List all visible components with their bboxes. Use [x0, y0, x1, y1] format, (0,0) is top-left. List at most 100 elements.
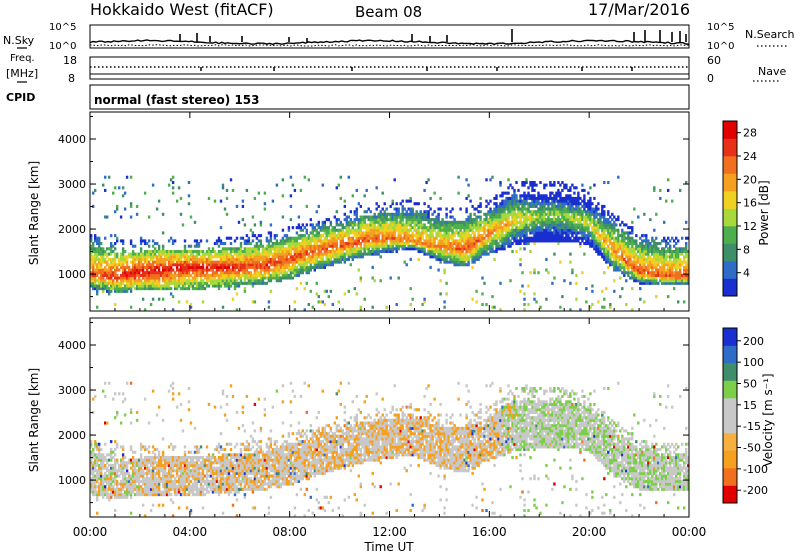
- power-cell: [657, 252, 660, 256]
- power-cell: [167, 260, 171, 264]
- power-cell: [445, 260, 448, 264]
- power-cell: [457, 226, 460, 230]
- power-cell: [465, 218, 468, 222]
- power-cell: [665, 199, 668, 203]
- power-cell: [533, 223, 536, 227]
- power-cell: [96, 271, 99, 275]
- power-cell: [163, 268, 167, 272]
- power-cell: [511, 231, 514, 235]
- power-cell: [495, 212, 498, 216]
- power-cell: [561, 236, 564, 240]
- power-cell: [425, 228, 428, 232]
- power-cell: [467, 194, 470, 198]
- power-cell: [601, 228, 604, 232]
- power-cell: [621, 239, 624, 243]
- power-cell: [625, 236, 628, 240]
- power-cell: [413, 223, 416, 227]
- power-cell: [197, 273, 201, 277]
- power-cell: [633, 265, 636, 269]
- power-cell: [365, 223, 368, 227]
- power-cell: [229, 284, 233, 288]
- power-cell: [171, 181, 175, 185]
- power-cell: [451, 215, 454, 219]
- power-cell: [611, 260, 614, 264]
- power-cell: [519, 257, 522, 261]
- power-cell: [535, 215, 538, 219]
- power-cell: [583, 220, 586, 224]
- power-cell: [281, 247, 285, 251]
- power-cell: [417, 202, 420, 206]
- power-cell: [487, 234, 490, 238]
- power-cell: [106, 276, 109, 280]
- power-cell: [653, 276, 656, 280]
- power-cell: [369, 234, 372, 238]
- power-cell: [219, 199, 223, 203]
- power-cell: [363, 252, 366, 256]
- power-cell: [607, 257, 610, 261]
- power-cell: [541, 210, 544, 214]
- power-cell: [285, 247, 289, 251]
- power-cell: [269, 276, 273, 280]
- power-cell: [333, 215, 336, 219]
- power-cell: [319, 226, 322, 230]
- power-cell: [519, 212, 522, 216]
- power-cell: [341, 244, 344, 248]
- power-cell: [269, 247, 273, 251]
- power-cell: [135, 287, 139, 291]
- power-cell: [203, 276, 207, 280]
- power-cell: [437, 247, 440, 251]
- power-cell: [129, 239, 133, 243]
- power-cell: [341, 228, 344, 232]
- power-cell: [227, 276, 231, 280]
- power-cell: [519, 202, 522, 206]
- power-cell: [575, 236, 578, 240]
- power-cell: [565, 228, 568, 232]
- power-cell: [227, 236, 231, 240]
- power-cell: [405, 247, 408, 251]
- power-cell: [211, 279, 215, 283]
- power-cell: [531, 181, 534, 185]
- power-cell: [281, 257, 285, 261]
- power-cell: [183, 260, 187, 264]
- power-cell: [129, 268, 133, 272]
- power-cell: [119, 289, 123, 293]
- power-cell: [603, 226, 606, 230]
- power-cell: [92, 281, 95, 285]
- power-cell: [165, 276, 169, 280]
- power-cell: [339, 260, 342, 264]
- power-cell: [601, 289, 604, 293]
- power-cell: [217, 252, 221, 256]
- power-cell: [545, 218, 548, 222]
- power-cell: [193, 268, 197, 272]
- power-cell: [663, 257, 666, 261]
- power-cell: [581, 218, 584, 222]
- power-cell: [581, 210, 584, 214]
- power-cell: [106, 260, 109, 264]
- power-cell: [481, 244, 484, 248]
- power-cell: [609, 223, 612, 227]
- power-cell: [417, 234, 420, 238]
- power-cell: [563, 223, 566, 227]
- power-cell: [313, 268, 316, 272]
- power-cell: [255, 247, 259, 251]
- power-cell: [307, 244, 310, 248]
- power-cell: [329, 255, 332, 259]
- power-cell: [587, 202, 590, 206]
- power-cell: [555, 210, 558, 214]
- power-cell: [173, 239, 177, 243]
- power-cell: [301, 252, 304, 256]
- power-cell: [565, 239, 568, 243]
- power-cell: [485, 244, 488, 248]
- power-cell: [551, 234, 554, 238]
- power-cell: [151, 257, 155, 261]
- power-cell: [459, 260, 462, 264]
- power-cell: [287, 263, 291, 267]
- power-cell: [475, 252, 478, 256]
- power-cell: [471, 250, 474, 254]
- power-cell: [617, 239, 620, 243]
- power-cell: [145, 242, 149, 246]
- power-cell: [253, 276, 257, 280]
- power-cell: [507, 207, 510, 211]
- beam-title: Beam 08: [355, 3, 422, 21]
- power-cell: [523, 196, 526, 200]
